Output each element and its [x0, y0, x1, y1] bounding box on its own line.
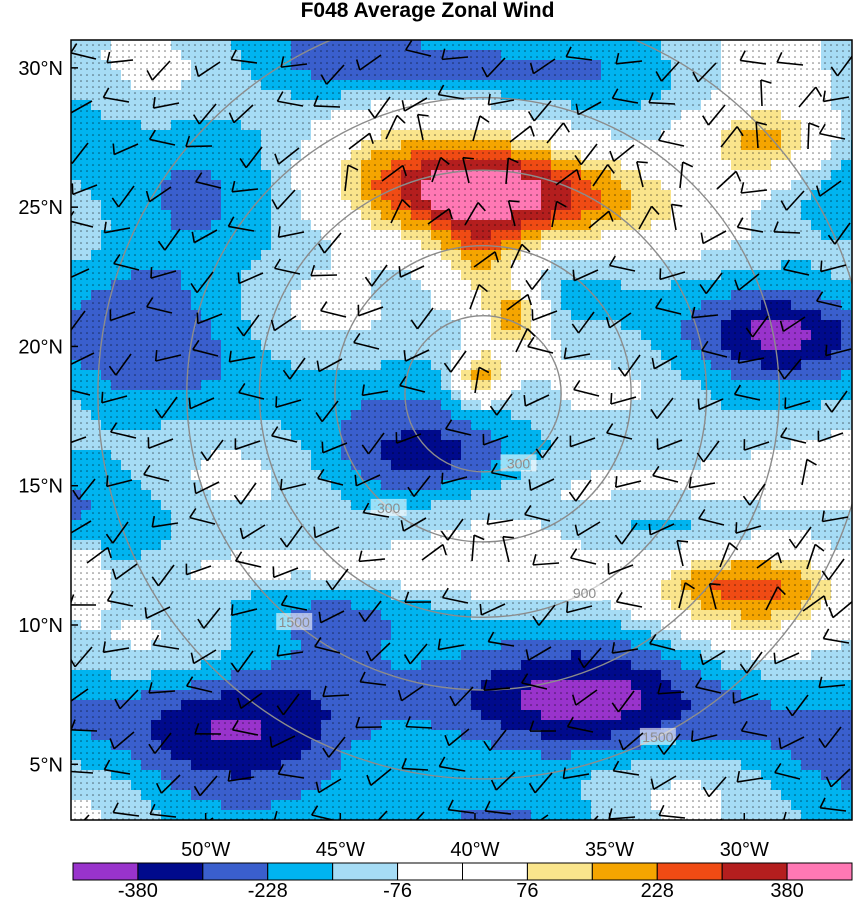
chart-svg: 30030090015001500 30°N25°N20°N15°N10°N5°… [0, 0, 855, 900]
